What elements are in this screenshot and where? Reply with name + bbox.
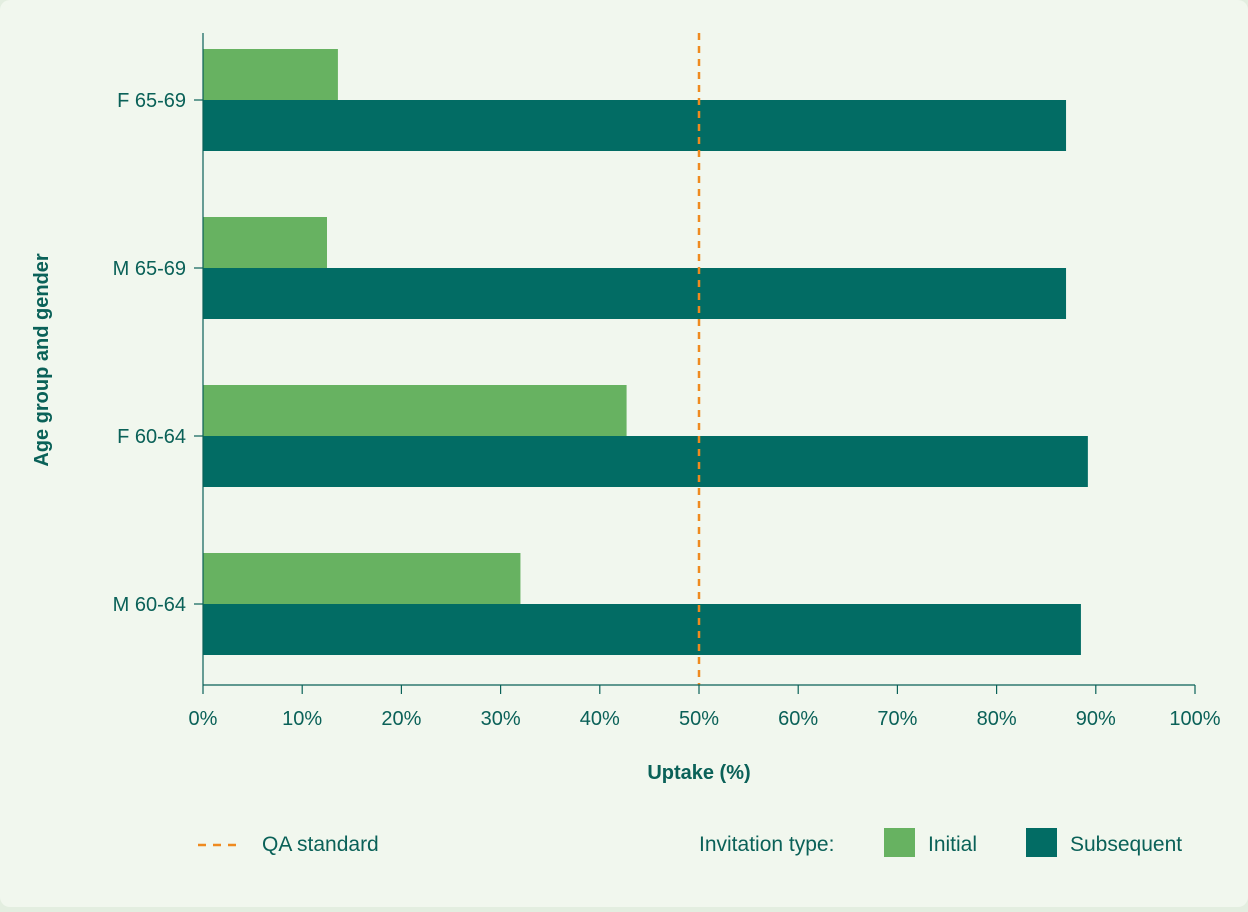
bar-subsequent-m-65-69 [203,268,1067,319]
y-tick-label-f-60-64: F 60-64 [117,426,186,448]
x-tick-label-10: 100% [1169,708,1220,730]
x-tick-label-4: 40% [580,708,620,730]
legend: QA standard Invitation type: Initial Sub… [198,828,1182,857]
x-tick-label-9: 90% [1076,708,1116,730]
bars-layer [203,49,1088,655]
y-labels-layer: M 60-64 F 60-64 M 65-69 F 65-69 [113,90,203,616]
legend-label-initial: Initial [928,833,977,856]
bar-subsequent-f-65-69 [203,100,1067,151]
legend-reference-label: QA standard [262,833,379,856]
legend-swatch-initial [884,828,915,857]
x-tick-label-3: 30% [481,708,521,730]
y-tick-label-f-65-69: F 65-69 [117,90,186,112]
bar-subsequent-m-60-64 [203,604,1081,655]
x-tick-label-8: 80% [977,708,1017,730]
x-tick-label-2: 20% [381,708,421,730]
bar-subsequent-f-60-64 [203,436,1088,487]
x-tick-label-1: 10% [282,708,322,730]
legend-label-subsequent: Subsequent [1070,833,1182,856]
y-tick-label-m-60-64: M 60-64 [113,594,186,616]
bar-initial-f-65-69 [203,49,338,100]
y-tick-label-m-65-69: M 65-69 [113,258,186,280]
bar-initial-m-60-64 [203,553,521,604]
x-ticks-layer: 0% 10% 20% 30% 40% 50% 60% 70% 80% 90% 100% [189,685,1221,730]
x-tick-label-7: 70% [877,708,917,730]
y-axis-title: Age group and gender [31,253,53,467]
legend-title: Invitation type: [699,833,834,856]
bar-initial-f-60-64 [203,385,627,436]
x-axis-title: Uptake (%) [647,762,750,784]
x-tick-label-5: 50% [679,708,719,730]
legend-swatch-subsequent [1026,828,1057,857]
x-tick-label-6: 60% [778,708,818,730]
x-tick-label-0: 0% [189,708,218,730]
bar-initial-m-65-69 [203,217,327,268]
